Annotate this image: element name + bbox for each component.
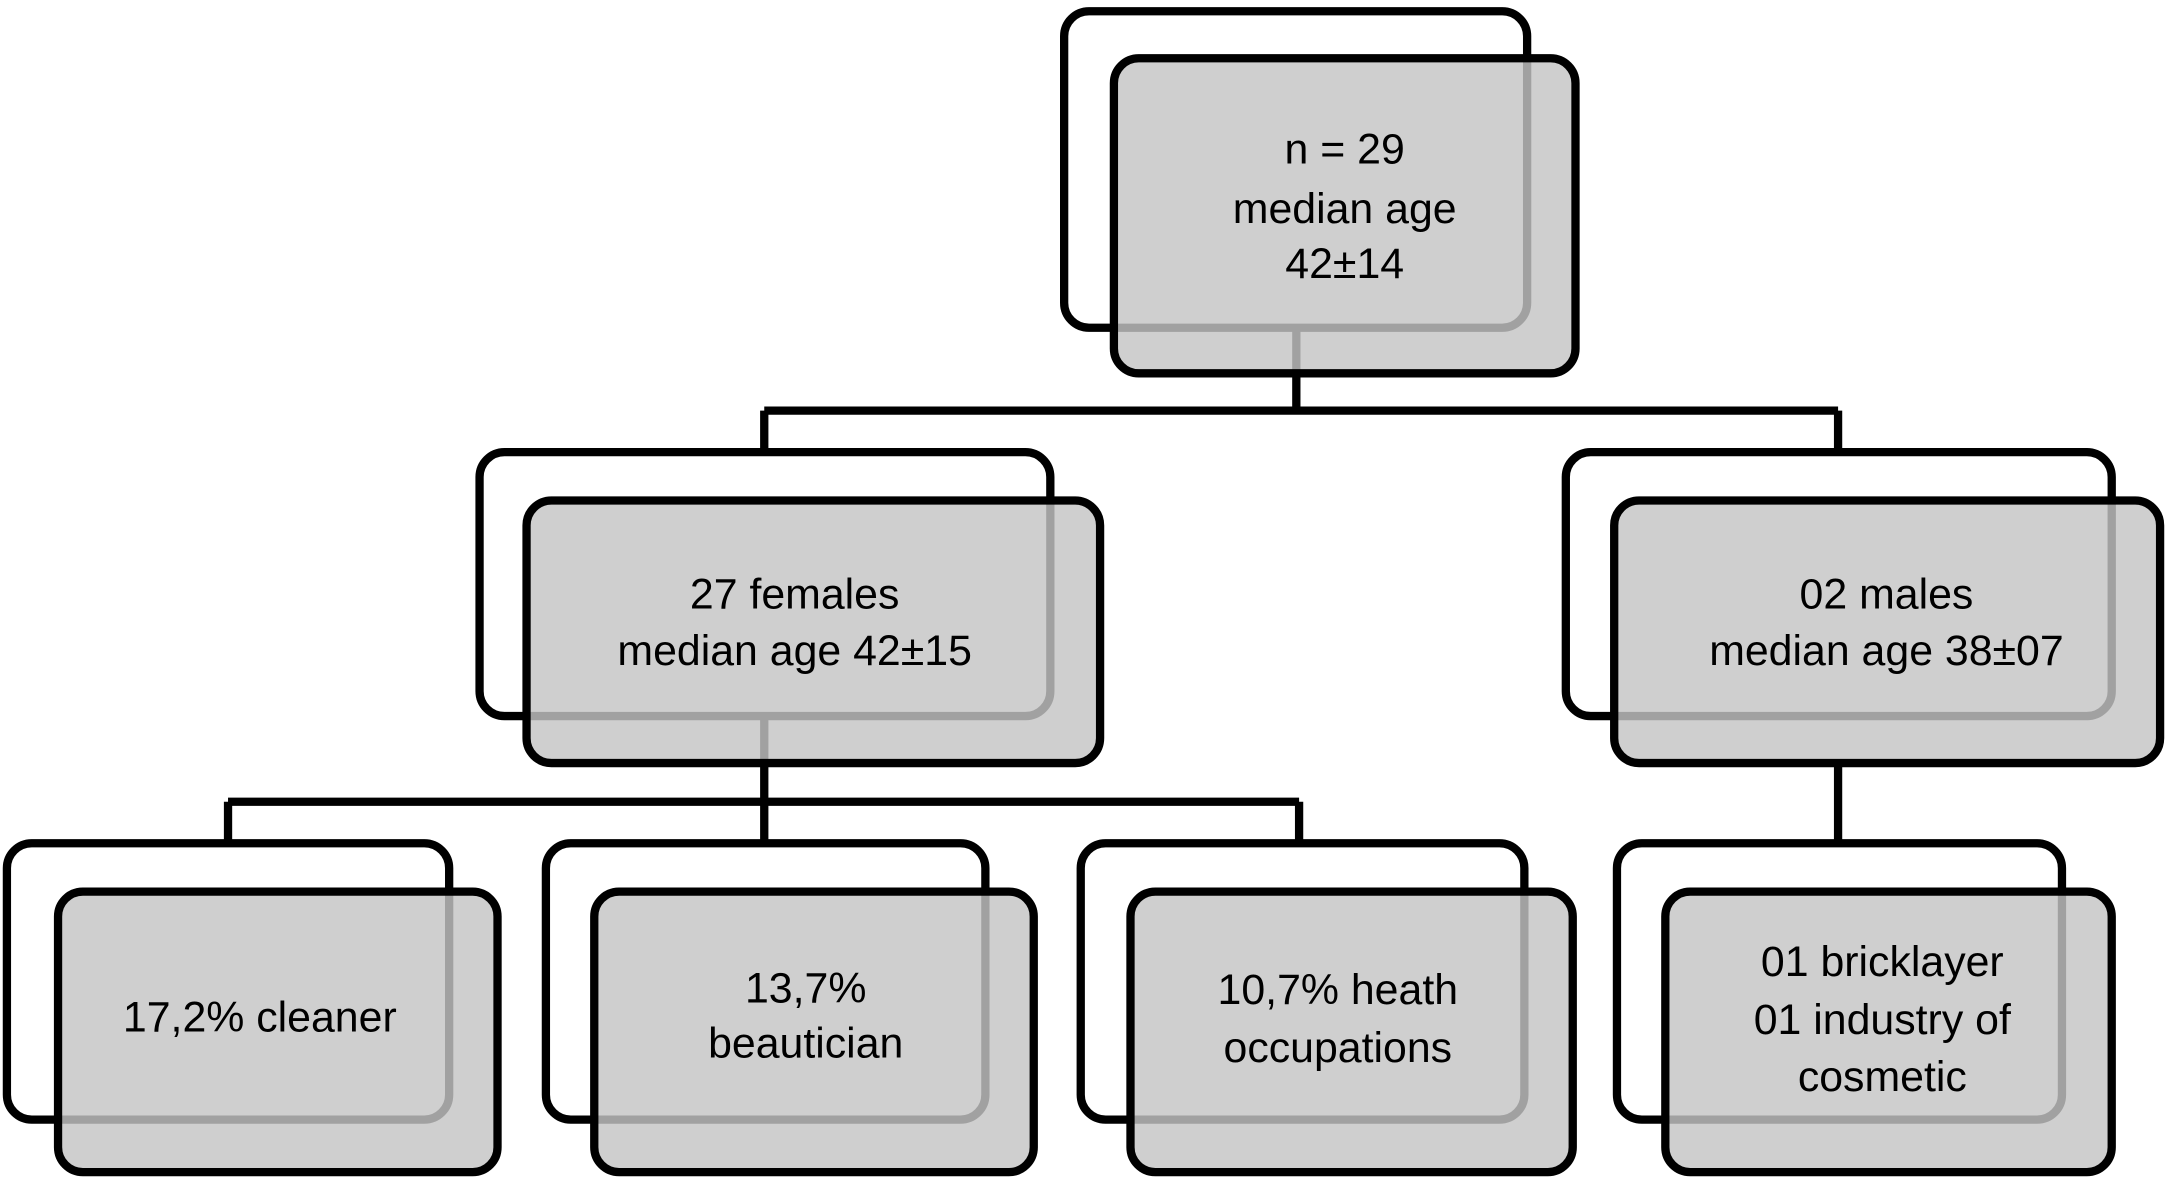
node-box xyxy=(1109,54,1580,378)
node-box xyxy=(53,887,502,1177)
node-label: 27 females xyxy=(690,571,899,619)
node: 27 females median age 42±15 xyxy=(475,447,1105,768)
node-label: n = 29 xyxy=(1285,126,1405,174)
node-label: 13,7% xyxy=(745,964,866,1012)
node-box xyxy=(1661,887,2116,1177)
node-label: median age 38±07 xyxy=(1709,627,2064,675)
node-label: occupations xyxy=(1224,1024,1453,1072)
node-label: 42±14 xyxy=(1285,240,1404,288)
node-box xyxy=(1610,496,2165,768)
node-label: median age xyxy=(1233,185,1457,233)
node: 17,2% cleaner xyxy=(2,839,502,1177)
node-label: median age 42±15 xyxy=(617,627,972,675)
node: n = 29 median age 42±14 xyxy=(1060,7,1580,378)
node-label: cosmetic xyxy=(1798,1053,1967,1101)
node: 13,7% beautician xyxy=(541,839,1038,1177)
node-box xyxy=(522,496,1105,768)
node-label: beautician xyxy=(708,1020,903,1068)
node-label: 01 industry of xyxy=(1754,996,2011,1044)
node-label: 02 males xyxy=(1800,571,1974,619)
node-box xyxy=(1126,887,1577,1177)
node-label: 01 bricklayer xyxy=(1761,938,2004,986)
node: 10,7% heath occupations xyxy=(1076,839,1577,1177)
node-box xyxy=(590,887,1038,1177)
node: 02 males median age 38±07 xyxy=(1561,447,2165,768)
node-label: 17,2% cleaner xyxy=(123,993,397,1041)
node: 01 bricklayer 01 industry of cosmetic xyxy=(1612,839,2116,1177)
node-label: 10,7% heath xyxy=(1218,966,1459,1014)
